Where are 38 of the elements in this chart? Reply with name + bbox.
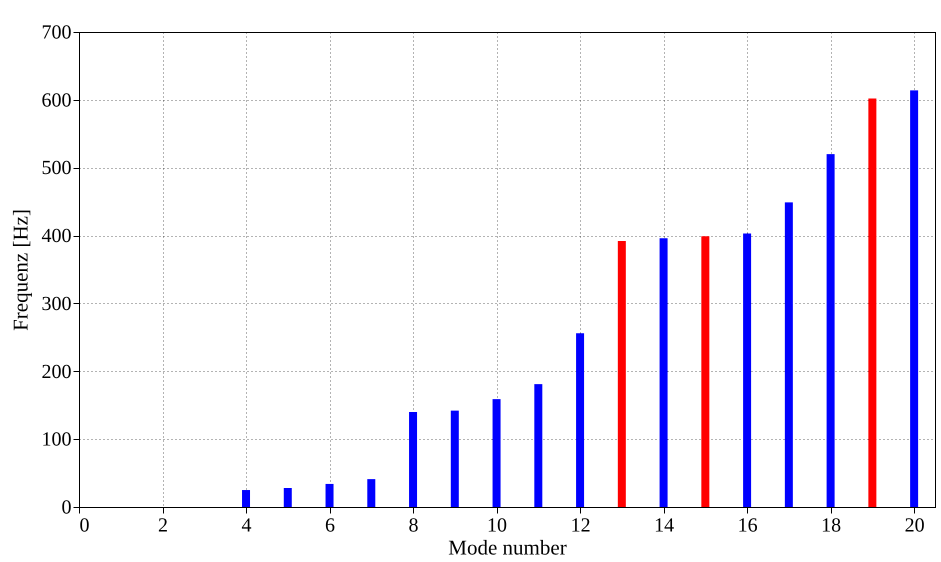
bar — [284, 488, 292, 507]
bar — [784, 202, 793, 507]
x-tick-label: 18 — [821, 514, 842, 536]
x-tick-label: 0 — [80, 514, 90, 536]
bar — [618, 241, 626, 507]
bar — [660, 238, 668, 507]
x-tick-label: 4 — [242, 514, 252, 536]
y-tick-label: 700 — [42, 22, 72, 44]
x-tick-label: 20 — [904, 514, 925, 536]
bar — [409, 412, 418, 507]
bar — [868, 98, 876, 507]
y-tick-label: 100 — [42, 428, 72, 451]
x-axis-title: Mode number — [448, 536, 567, 560]
y-tick-label: 300 — [42, 292, 72, 315]
bar — [450, 410, 459, 507]
bar — [743, 234, 752, 507]
y-tick-label: 0 — [62, 496, 72, 518]
x-tick-label: 10 — [487, 514, 508, 536]
y-axis-title: Frequenz [Hz] — [8, 209, 32, 331]
bar — [492, 399, 501, 507]
y-tick-label: 600 — [42, 89, 72, 112]
y-tick-label: 200 — [42, 360, 72, 383]
bar — [367, 479, 376, 507]
bar — [701, 236, 710, 507]
bar — [910, 90, 918, 507]
x-tick-label: 16 — [738, 514, 758, 536]
x-tick-label: 12 — [570, 514, 591, 536]
bar — [242, 490, 250, 507]
y-tick-label: 400 — [42, 225, 72, 248]
x-tick-label: 2 — [158, 514, 168, 536]
x-tick-label: 8 — [408, 514, 419, 536]
y-tick-label: 500 — [42, 157, 72, 180]
bar — [576, 333, 584, 507]
bar — [534, 384, 542, 507]
x-tick-label: 14 — [654, 514, 674, 536]
bar — [326, 484, 334, 507]
x-tick-label: 6 — [325, 514, 336, 536]
bar — [826, 154, 835, 507]
